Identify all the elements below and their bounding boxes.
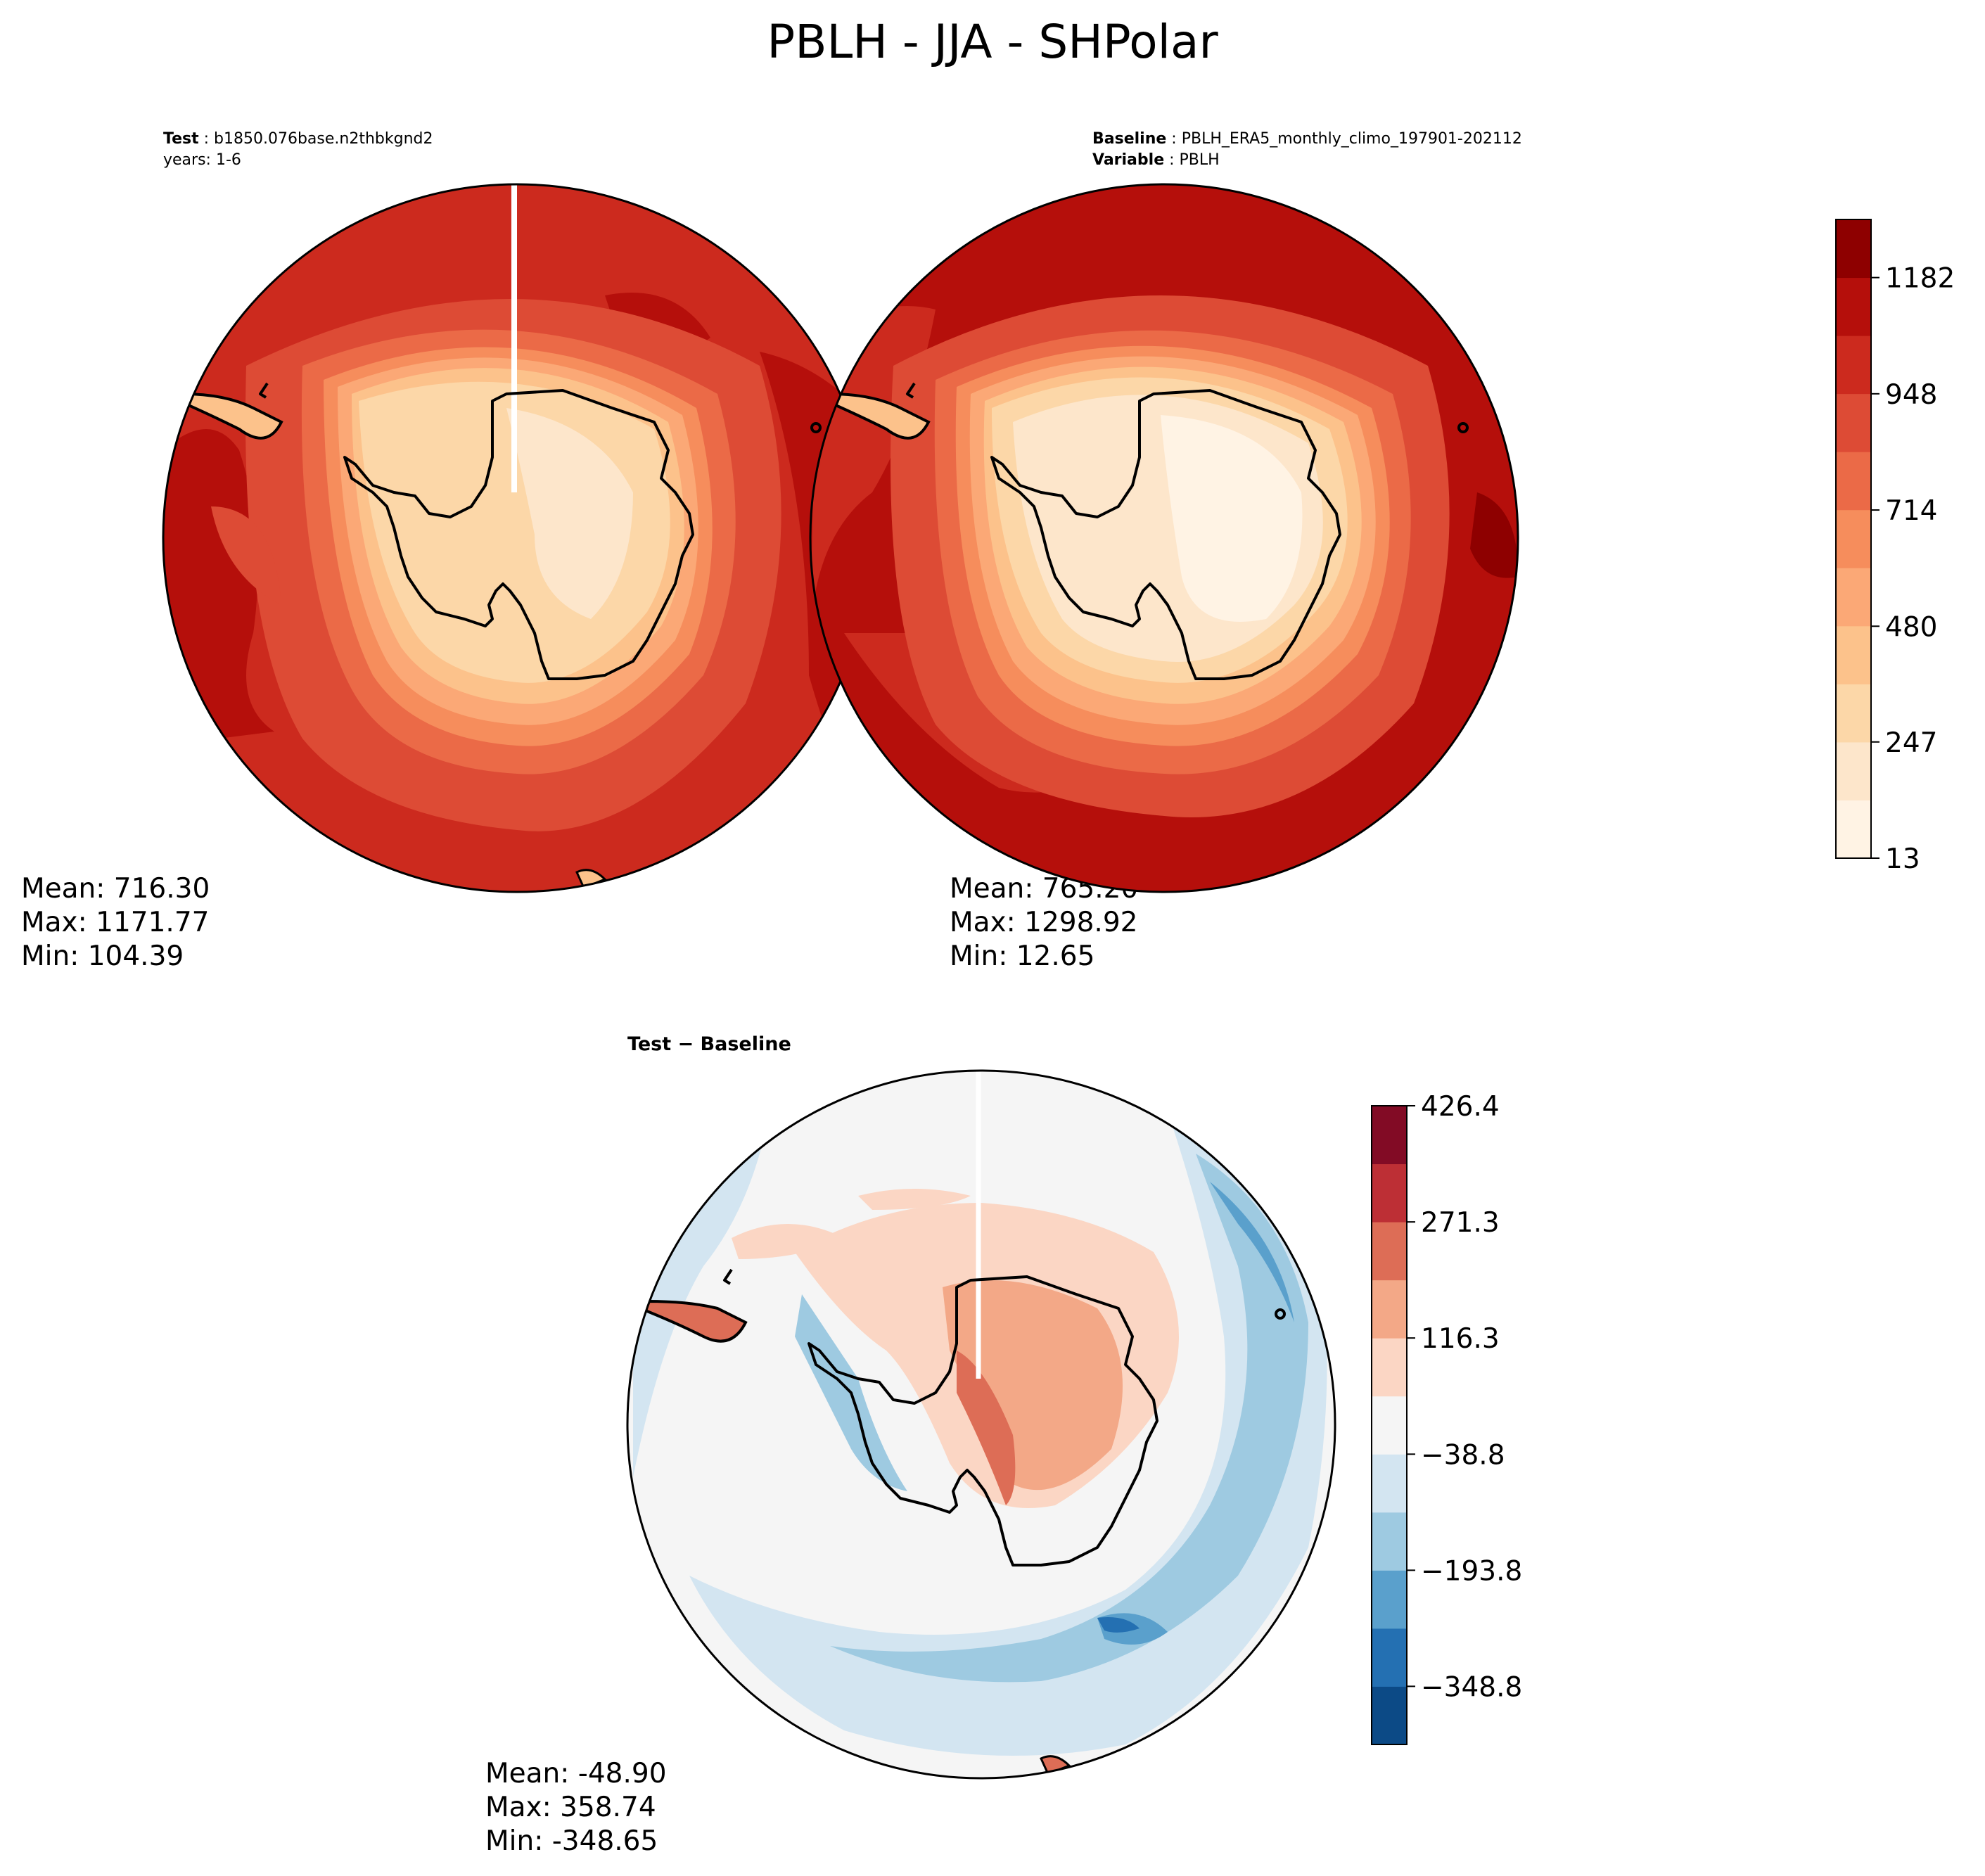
diff-colorbar-segment: [1372, 1570, 1407, 1629]
test-mean: Mean: 716.30: [21, 873, 210, 905]
diff-colorbar-segment: [1372, 1338, 1407, 1397]
diff-colorbar-tick-label: −193.8: [1421, 1555, 1522, 1587]
figure-title: PBLH - JJA - SHPolar: [767, 15, 1218, 69]
diff-colorbar-tick-label: 426.4: [1421, 1091, 1500, 1123]
diff-colorbar-border: [1371, 1105, 1408, 1745]
baseline-colorbar-segment: [1836, 625, 1871, 684]
test-header-line-2: years: 1-6: [163, 151, 241, 169]
baseline-colorbar: 13 247 480 714 948 1182: [1835, 219, 1955, 875]
baseline-colorbar-segment: [1836, 336, 1871, 395]
diff-colorbar-tick-label: 271.3: [1421, 1207, 1500, 1239]
baseline-colorbar-segment: [1836, 509, 1871, 568]
baseline-min: Min: 12.65: [950, 940, 1095, 972]
test-stats: Mean: 716.30 Max: 1171.77 Min: 104.39: [21, 872, 210, 974]
diff-mean: Mean: -48.90: [485, 1758, 667, 1789]
baseline-max: Max: 1298.92: [950, 907, 1138, 938]
baseline-colorbar-border: [1835, 219, 1872, 859]
baseline-colorbar-segment: [1836, 393, 1871, 452]
diff-colorbar-segment: [1372, 1454, 1407, 1513]
test-min: Min: 104.39: [21, 940, 184, 972]
diff-colorbar-segment: [1372, 1512, 1407, 1571]
diff-colorbar-segment: [1372, 1106, 1407, 1165]
baseline-colorbar-segment: [1836, 684, 1871, 743]
diff-header: Test − Baseline: [627, 1033, 791, 1055]
baseline-header-line-1: Baseline : PBLH_ERA5_monthly_climo_19790…: [1092, 130, 1522, 148]
baseline-colorbar-tick-label: 948: [1885, 379, 1937, 411]
baseline-colorbar-segment: [1836, 452, 1871, 511]
test-header-line-1: Test : b1850.076base.n2thbkgnd2: [163, 130, 433, 148]
baseline-colorbar-segment: [1836, 219, 1871, 279]
diff-colorbar-segment: [1372, 1280, 1407, 1339]
diff-colorbar-segment: [1372, 1686, 1407, 1745]
baseline-map-border: [809, 183, 1519, 893]
diff-colorbar-tick-label: −348.8: [1421, 1671, 1522, 1703]
baseline-map: [810, 184, 1518, 892]
diff-colorbar-segment: [1372, 1163, 1407, 1223]
diff-colorbar-segment: [1372, 1222, 1407, 1281]
test-max: Max: 1171.77: [21, 907, 210, 938]
baseline-colorbar-segment: [1836, 568, 1871, 627]
baseline-colorbar-segment: [1836, 741, 1871, 800]
diff-colorbar-segment: [1372, 1628, 1407, 1687]
diff-map-border: [626, 1069, 1336, 1780]
diff-coastline: [723, 1268, 1286, 1566]
diff-colorbar: 426.4 271.3 116.3 −38.8 −193.8 −348.8: [1371, 1091, 1522, 1745]
diff-stats: Mean: -48.90 Max: 358.74 Min: -348.65: [485, 1757, 667, 1858]
baseline-colorbar-tick-label: 714: [1885, 495, 1937, 527]
diff-min: Min: -348.65: [485, 1825, 658, 1857]
baseline-header: Baseline : PBLH_ERA5_monthly_climo_19790…: [1092, 129, 1522, 171]
baseline-colorbar-tick-label: 1182: [1885, 263, 1955, 295]
test-header: Test : b1850.076base.n2thbkgnd2 years: 1…: [163, 129, 433, 171]
diff-colorbar-tick-label: −38.8: [1421, 1439, 1505, 1471]
baseline-colorbar-segment: [1836, 800, 1871, 859]
test-map: [163, 184, 871, 892]
diff-colorbar-tick-label: 116.3: [1421, 1323, 1500, 1355]
diff-map: [627, 1071, 1335, 1778]
test-coastline: [259, 382, 822, 680]
baseline-header-line-2: Variable : PBLH: [1092, 151, 1220, 169]
baseline-colorbar-segment: [1836, 277, 1871, 336]
diff-max: Max: 358.74: [485, 1792, 656, 1823]
baseline-colorbar-tick-label: 13: [1885, 843, 1920, 875]
diff-colorbar-segment: [1372, 1396, 1407, 1455]
baseline-colorbar-tick-label: 480: [1885, 611, 1937, 643]
baseline-coastline: [906, 382, 1469, 680]
baseline-colorbar-tick-label: 247: [1885, 727, 1937, 759]
